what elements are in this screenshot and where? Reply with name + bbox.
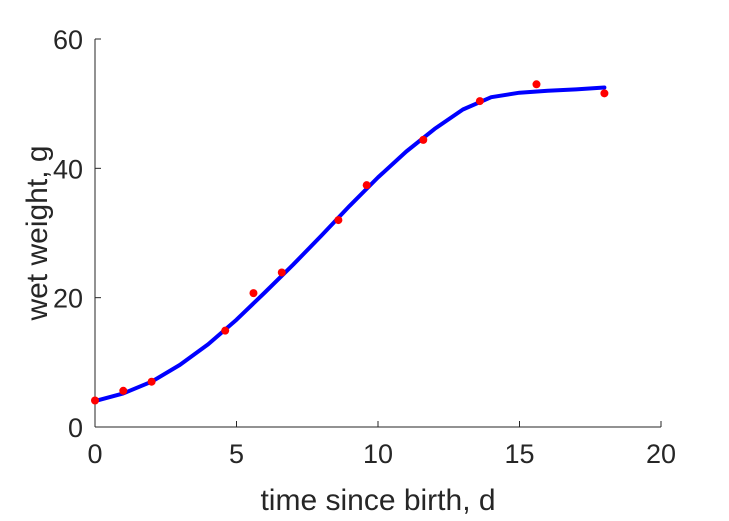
x-tick-label: 5 [229, 439, 244, 469]
x-axis-label: time since birth, d [260, 484, 495, 517]
x-tick-label: 10 [363, 439, 393, 469]
data-point [600, 89, 609, 98]
y-tick-label: 20 [53, 284, 83, 314]
x-tick-label: 15 [504, 439, 534, 469]
y-axis-label: wet weight, g [21, 145, 54, 321]
y-tick-label: 40 [53, 154, 83, 184]
data-point [147, 377, 156, 386]
y-ticks: 0 20 40 60 [53, 25, 101, 443]
x-ticks: 0 5 10 15 20 [87, 421, 676, 469]
data-point [277, 268, 286, 277]
y-tick-label: 0 [68, 413, 83, 443]
x-tick-label: 0 [87, 439, 102, 469]
data-point [475, 97, 484, 106]
plot-area [91, 80, 609, 405]
axes [94, 39, 661, 428]
data-point [334, 216, 343, 225]
data-point [532, 80, 541, 89]
data-point [419, 135, 428, 144]
y-tick-label: 60 [53, 25, 83, 55]
fit-curve [93, 85, 607, 404]
data-point [249, 289, 258, 298]
data-point [91, 396, 99, 405]
data-point [362, 181, 371, 190]
x-tick-label: 20 [646, 439, 676, 469]
data-point [119, 386, 128, 395]
data-point [221, 326, 230, 335]
